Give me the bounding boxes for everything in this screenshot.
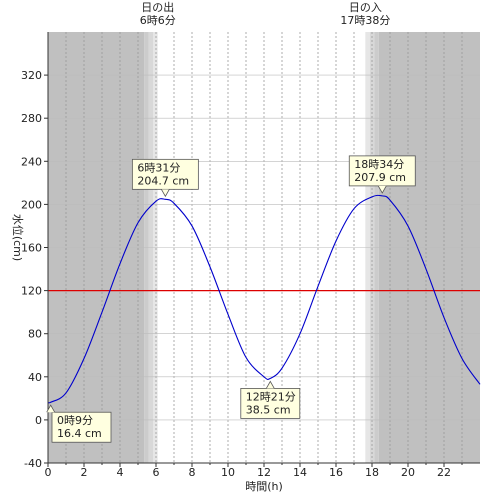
callout-value-text: 207.9 cm xyxy=(354,171,406,184)
x-tick-label: 22 xyxy=(437,466,451,479)
y-axis-title: 水位(cm) xyxy=(11,214,25,261)
x-tick-label: 6 xyxy=(153,466,160,479)
x-tick-label: 20 xyxy=(401,466,415,479)
y-tick-label: -40 xyxy=(24,457,42,470)
y-tick-label: 240 xyxy=(21,155,42,168)
callout-value-text: 38.5 cm xyxy=(246,403,291,416)
y-tick-label: 280 xyxy=(21,112,42,125)
tide-series-line xyxy=(47,194,481,404)
x-tick-label: 2 xyxy=(81,466,88,479)
callout-pointer xyxy=(46,404,56,413)
callout-time-text: 12時21分 xyxy=(246,390,296,403)
x-tick-label: 8 xyxy=(189,466,196,479)
x-axis-title: 時間(h) xyxy=(245,480,283,493)
y-tick-label: 120 xyxy=(21,285,42,298)
callout-time-text: 0時9分 xyxy=(57,414,93,427)
x-tick-label: 14 xyxy=(293,466,307,479)
y-tick-label: 320 xyxy=(21,69,42,82)
y-tick-label: 0 xyxy=(35,414,42,427)
y-tick-label: 200 xyxy=(21,198,42,211)
sun-labels: 日の出 6時6分 日の入 17時38分 xyxy=(140,0,391,27)
y-tick-label: 80 xyxy=(28,328,42,341)
callout-box xyxy=(240,388,301,419)
x-tick-label: 18 xyxy=(365,466,379,479)
sunrise-label: 日の出 xyxy=(141,0,174,14)
sunrise-time-label: 6時6分 xyxy=(140,14,176,27)
callout-time-text: 18時34分 xyxy=(354,158,404,171)
callout-pointer xyxy=(377,185,387,194)
axes xyxy=(44,32,480,467)
y-tick-label: 160 xyxy=(21,242,42,255)
sunset-label: 日の入 xyxy=(349,1,382,14)
x-tick-label: 16 xyxy=(329,466,343,479)
callout-time-text: 6時31分 xyxy=(137,161,180,174)
x-tick-label: 4 xyxy=(117,466,124,479)
callout-pointer xyxy=(265,380,275,389)
callout-value-text: 204.7 cm xyxy=(137,174,189,187)
series-group xyxy=(47,194,481,404)
callout-box xyxy=(51,411,112,443)
x-tick-label: 10 xyxy=(221,466,235,479)
x-tick-label: 0 xyxy=(45,466,52,479)
sunset-time-label: 17時38分 xyxy=(340,14,390,27)
callout-value-text: 16.4 cm xyxy=(57,427,102,440)
callout-pointer xyxy=(161,189,170,198)
callout-box xyxy=(348,155,416,187)
y-tick-label: 40 xyxy=(28,371,42,384)
x-tick-label: 12 xyxy=(257,466,271,479)
